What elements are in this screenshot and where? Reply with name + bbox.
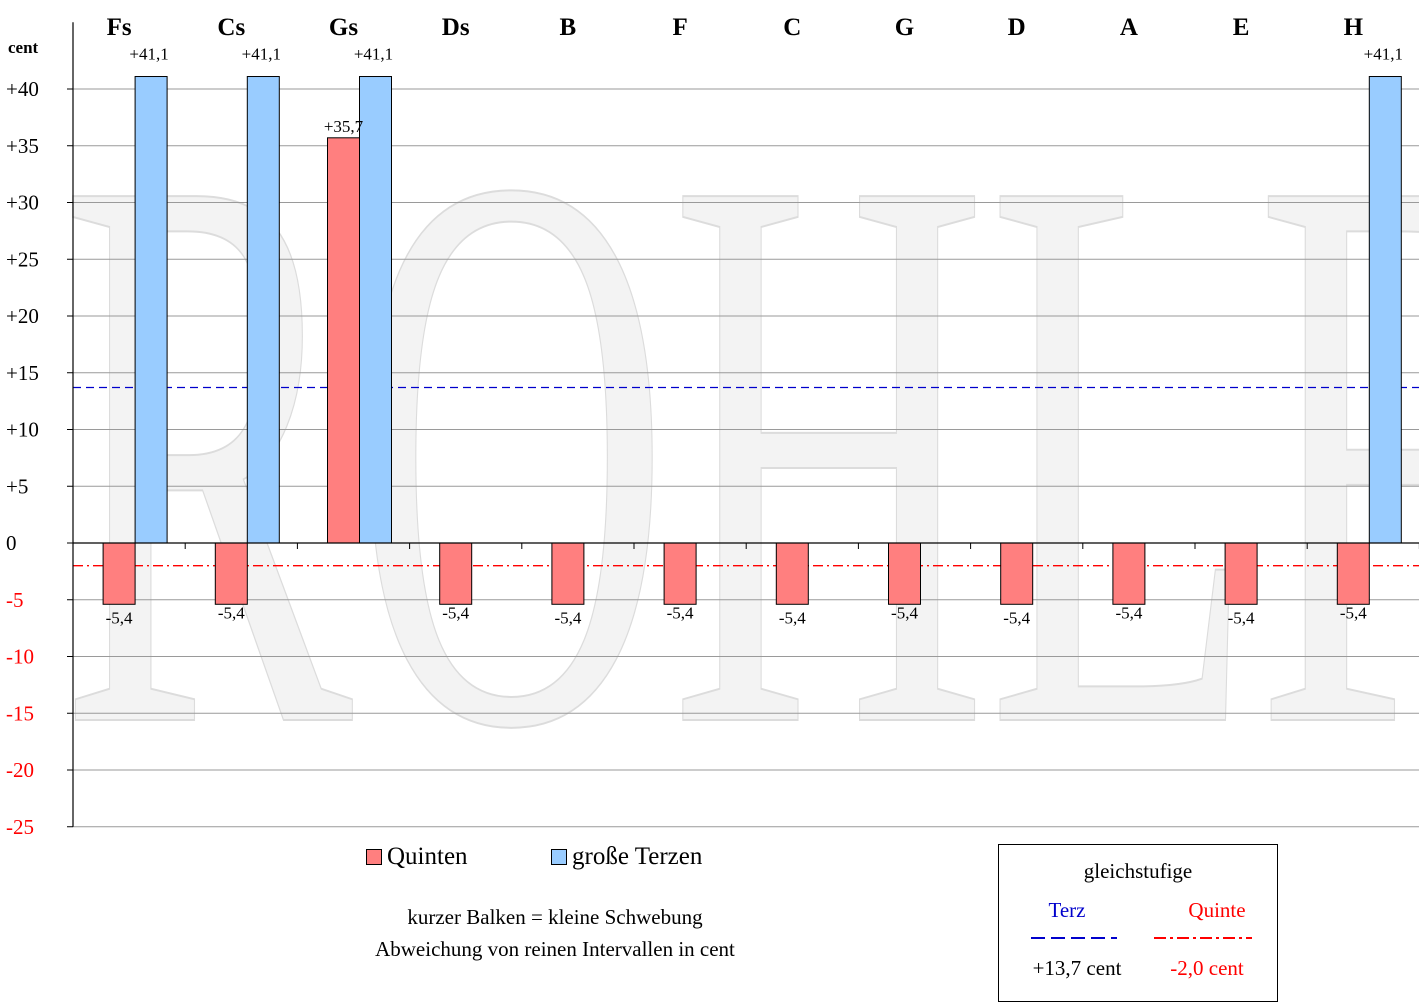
- data-label-terzen-cs: +41,1: [242, 45, 281, 64]
- data-label-quinten-fs: -5,4: [106, 608, 133, 627]
- data-label-quinten-b: -5,4: [554, 608, 581, 627]
- legend-label-terzen: große Terzen: [572, 843, 703, 870]
- y-tick-label: +40: [6, 77, 39, 101]
- y-tick-label: -25: [6, 815, 34, 839]
- category-label-d: D: [1008, 14, 1026, 41]
- bar-quinten-cs: [214, 542, 248, 605]
- bars: [102, 76, 1402, 605]
- bar-quinten-d: [1000, 542, 1034, 605]
- data-label-quinten-f: -5,4: [667, 603, 694, 622]
- legend-label-quinten: Quinten: [387, 843, 468, 870]
- watermark: ROHLF: [59, 7, 1419, 895]
- bar-quinten-ds: [439, 542, 473, 605]
- data-label-quinten-a: -5,4: [1115, 603, 1142, 622]
- reference-box: gleichstufige Terz Quinte +13,7 cent -2,…: [998, 844, 1278, 1002]
- legend-swatch-quinten: [366, 849, 382, 865]
- y-tick-label: +30: [6, 191, 39, 215]
- data-label-quinten-c: -5,4: [779, 608, 806, 627]
- note-line-2: Abweichung von reinen Intervallen in cen…: [375, 937, 735, 961]
- category-label-c: C: [783, 14, 801, 41]
- data-label-quinten-d: -5,4: [1003, 608, 1030, 627]
- y-tick-label: +25: [6, 247, 39, 271]
- reference-lines: [73, 386, 1419, 567]
- axes: +40 +35 +30 +25 +20 +15 +10 +5 0 -5 -10 -15 -20 -25 ce…: [6, 22, 1419, 839]
- data-label-terzen-fs: +41,1: [129, 45, 168, 64]
- bar-quinten-g: [888, 542, 921, 605]
- category-label-f: F: [672, 14, 687, 41]
- data-label-quinten-e: -5,4: [1228, 608, 1255, 627]
- bar-quinten-b: [551, 542, 585, 605]
- bar-quinten-fs: [102, 542, 136, 605]
- legend-item-quinten: Quinten: [366, 843, 468, 871]
- bar-quinten-a: [1112, 542, 1146, 605]
- y-tick-label: 0: [6, 531, 17, 555]
- quinte-value: -2,0 cent: [1170, 956, 1244, 980]
- legend-swatch-terzen: [551, 849, 567, 865]
- y-tick-label: +15: [6, 361, 39, 385]
- data-label-quinten-g: -5,4: [891, 603, 918, 622]
- legend-item-terzen: große Terzen: [551, 843, 702, 871]
- category-label-b: B: [560, 14, 577, 41]
- y-tick-label: -15: [6, 701, 34, 725]
- bar-terzen-cs: [246, 76, 280, 544]
- data-label-terzen-gs: +41,1: [354, 45, 393, 64]
- bar-terzen-fs: [134, 76, 168, 544]
- data-label-terzen-h: +41,1: [1364, 45, 1403, 64]
- category-label-ds: Ds: [442, 14, 470, 41]
- y-tick-label: +10: [6, 418, 39, 442]
- bar-quinten-e: [1224, 542, 1258, 605]
- note-line-1: kurzer Balken = kleine Schwebung: [407, 905, 703, 929]
- bar-terzen-h: [1368, 76, 1402, 544]
- y-tick-label: -10: [6, 645, 34, 669]
- bar-quinten-gs: [327, 137, 360, 544]
- category-label-a: A: [1120, 14, 1138, 41]
- terz-label: Terz: [1048, 898, 1086, 922]
- bar-quinten-f: [663, 542, 697, 605]
- data-label-quinten-ds: -5,4: [442, 603, 469, 622]
- reference-box-line-samples: [1031, 937, 1252, 939]
- reference-box-title: gleichstufige: [1083, 859, 1193, 883]
- y-axis-unit-label: cent: [8, 38, 39, 57]
- y-tick-label: +20: [6, 304, 39, 328]
- terz-value: +13,7 cent: [1032, 956, 1122, 980]
- category-label-cs: Cs: [217, 14, 245, 41]
- data-label-quinten-gs: +35,7: [324, 117, 364, 136]
- y-tick-label: +35: [6, 134, 39, 158]
- y-tick-label: -5: [6, 588, 24, 612]
- y-tick-label: +5: [6, 474, 28, 498]
- data-labels: Fs -5,4 +41,1 Cs -5,4 +41,1 Gs +35,7 +41,1 Ds -5,4…: [106, 14, 1403, 627]
- quinte-label: Quinte: [1188, 898, 1246, 922]
- y-tick-label: -20: [6, 758, 34, 782]
- data-label-quinten-h: -5,4: [1340, 603, 1367, 622]
- category-label-h: H: [1344, 14, 1364, 41]
- bar-quinten-h: [1336, 542, 1370, 605]
- watermark-text: ROHLF: [60, 8, 1419, 894]
- bar-terzen-gs: [359, 76, 392, 544]
- grid-lines: [73, 88, 1419, 828]
- bar-quinten-c: [775, 542, 809, 605]
- category-label-e: E: [1233, 14, 1250, 41]
- category-label-gs: Gs: [329, 14, 358, 41]
- category-label-g: G: [895, 14, 914, 41]
- data-label-quinten-cs: -5,4: [218, 603, 245, 622]
- category-label-fs: Fs: [107, 14, 132, 41]
